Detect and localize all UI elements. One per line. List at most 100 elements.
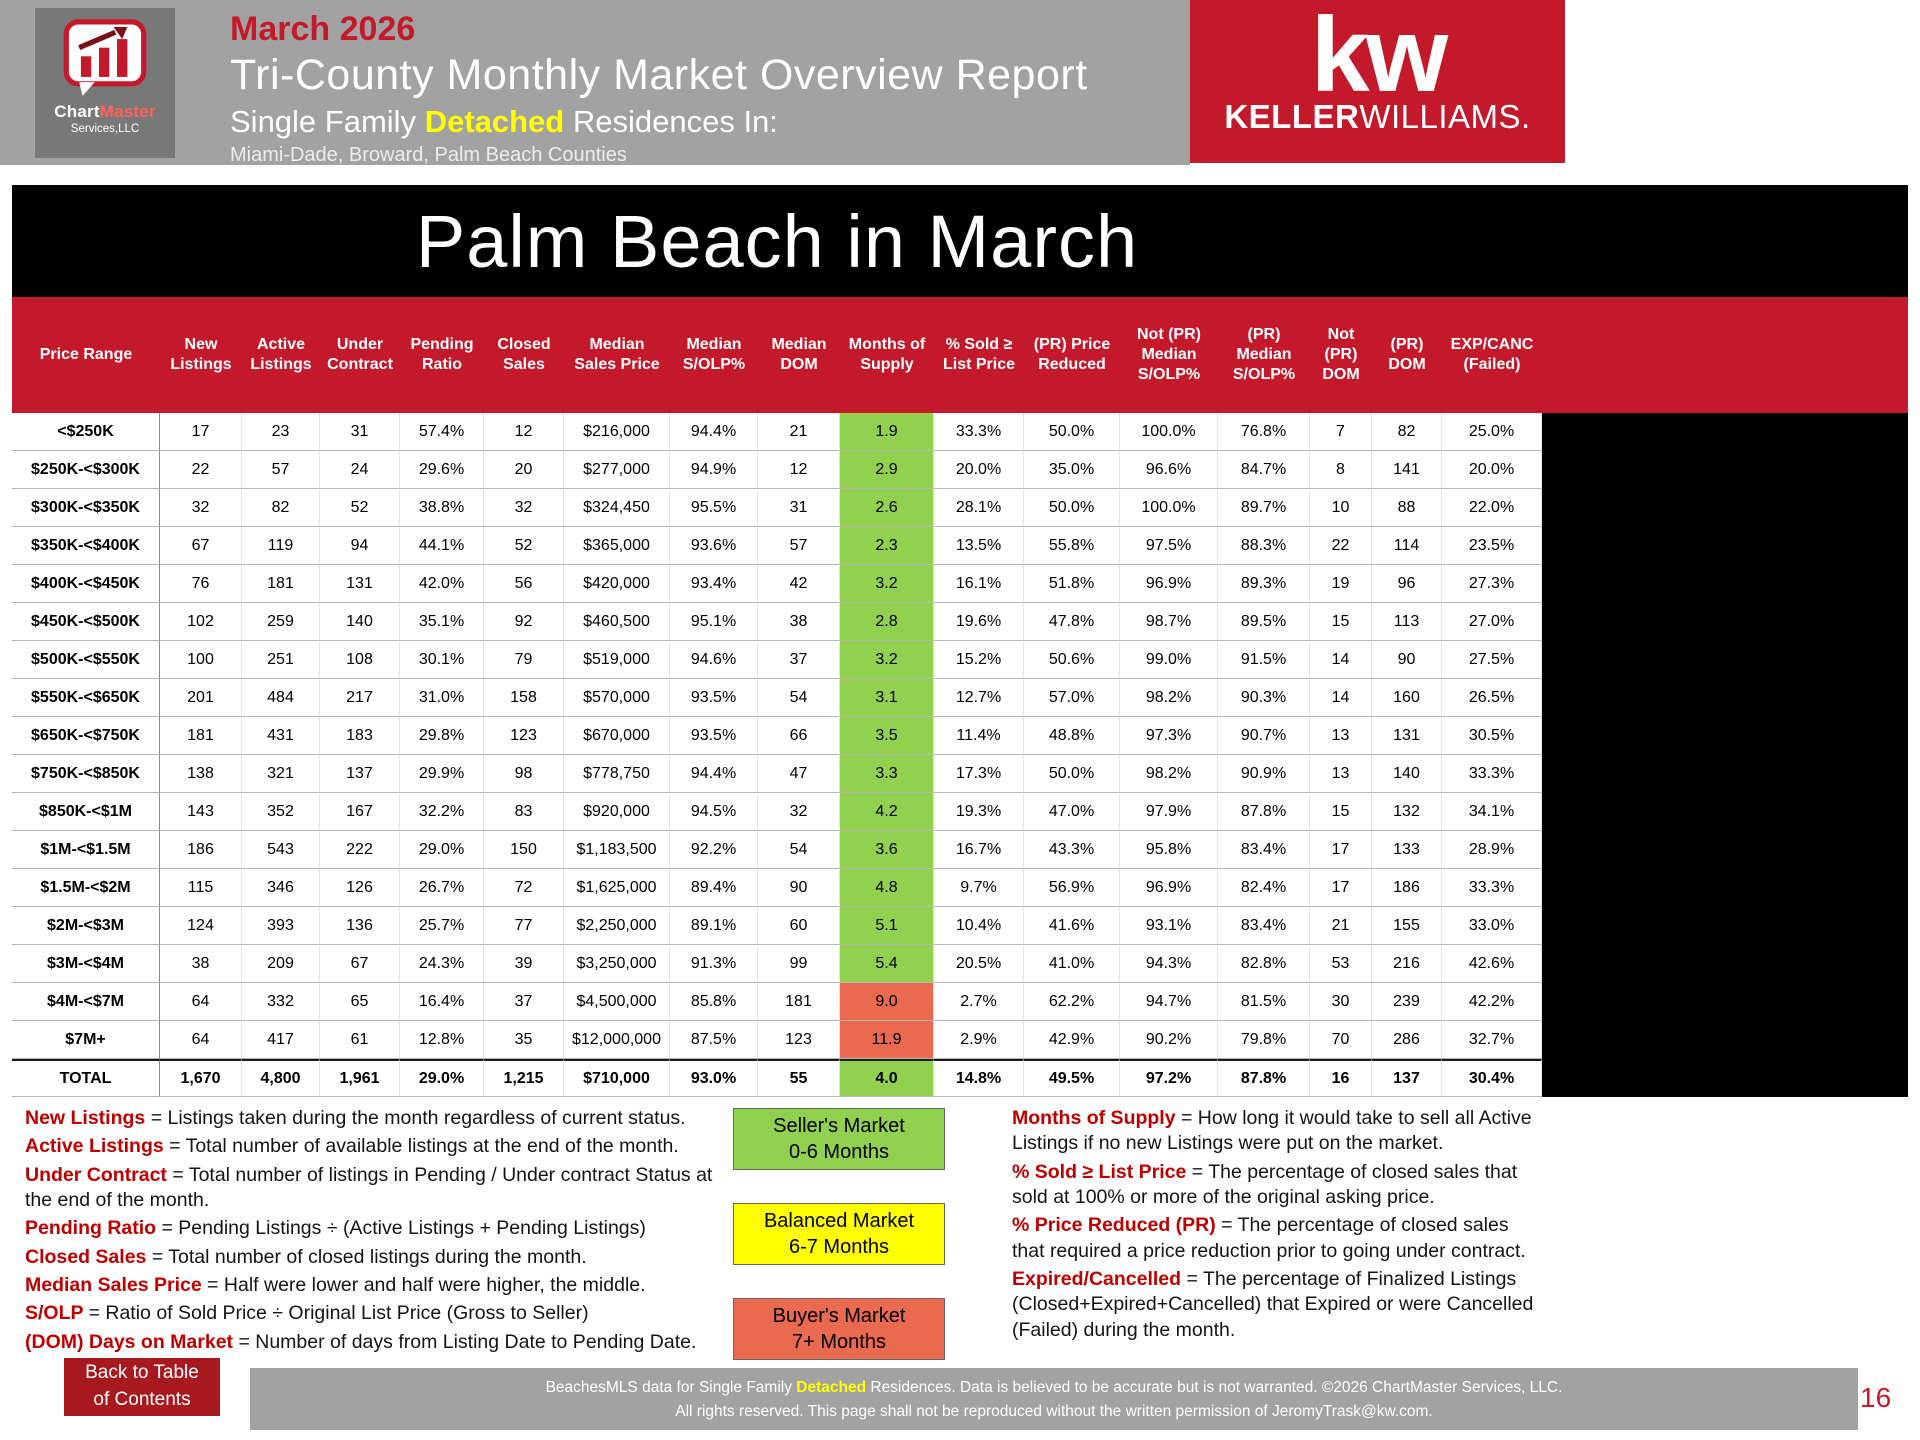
column-header: Price Range xyxy=(39,346,133,363)
data-cell: $778,750 xyxy=(564,755,670,793)
supply-cell: 5.1 xyxy=(840,907,934,945)
data-cell: 321 xyxy=(242,755,320,793)
data-cell: 82 xyxy=(242,489,320,527)
disclaimer-detached-highlight: Detached xyxy=(796,1379,867,1396)
data-cell: 17 xyxy=(1310,831,1372,869)
page-number: 16 xyxy=(1860,1382,1892,1413)
data-cell: 52 xyxy=(320,489,400,527)
data-cell: 93.5% xyxy=(670,717,758,755)
kw-word-bold: KELLER xyxy=(1224,98,1360,135)
data-cell: 38 xyxy=(758,603,840,641)
price-range-cell: $3M-<$4M xyxy=(12,945,160,983)
column-header: Median S/OLP% xyxy=(682,336,746,373)
definition-text: = Listings taken during the month regard… xyxy=(150,1107,686,1129)
report-month: March 2026 xyxy=(230,10,416,48)
data-cell: 38 xyxy=(160,945,242,983)
definition: S/OLP = Ratio of Sold Price ÷ Original L… xyxy=(25,1301,733,1326)
data-cell: 91.3% xyxy=(670,945,758,983)
data-cell: 24.3% xyxy=(400,945,484,983)
data-cell: 417 xyxy=(242,1021,320,1059)
data-cell: 98 xyxy=(484,755,564,793)
data-cell: 99 xyxy=(758,945,840,983)
data-cell: 41.6% xyxy=(1024,907,1120,945)
data-cell: 62.2% xyxy=(1024,983,1120,1021)
data-cell: $1,625,000 xyxy=(564,869,670,907)
data-cell: 50.0% xyxy=(1024,489,1120,527)
report-title: Tri-County Monthly Market Overview Repor… xyxy=(230,51,1088,99)
data-cell: 64 xyxy=(160,1021,242,1059)
data-cell: 140 xyxy=(1372,755,1442,793)
column-header: Not (PR) Median S/OLP% xyxy=(1137,326,1201,383)
definition: Active Listings = Total number of availa… xyxy=(25,1134,733,1159)
table-row: $1M-<$1.5M 186 543 222 29.0% 150 $1,183,500 92.… xyxy=(12,831,1542,869)
data-cell: 352 xyxy=(242,793,320,831)
data-cell: 259 xyxy=(242,603,320,641)
data-cell: 12 xyxy=(484,413,564,451)
data-cell: 94.9% xyxy=(670,451,758,489)
data-cell: 29.6% xyxy=(400,451,484,489)
supply-cell: 5.4 xyxy=(840,945,934,983)
data-cell: $420,000 xyxy=(564,565,670,603)
data-cell: 239 xyxy=(1372,983,1442,1021)
data-cell: 57 xyxy=(758,527,840,565)
data-cell: 286 xyxy=(1372,1021,1442,1059)
market-legend-boxes: Seller's Market 0-6 Months Balanced Mark… xyxy=(733,1108,945,1393)
supply-cell: 3.6 xyxy=(840,831,934,869)
data-cell: 70 xyxy=(1310,1021,1372,1059)
supply-cell: 3.1 xyxy=(840,679,934,717)
supply-cell: 4.2 xyxy=(840,793,934,831)
price-range-cell: $650K-<$750K xyxy=(12,717,160,755)
data-cell: 79 xyxy=(484,641,564,679)
data-cell: 77 xyxy=(484,907,564,945)
table-row: $450K-<$500K 102 259 140 35.1% 92 $460,500 95.1… xyxy=(12,603,1542,641)
data-cell: 1,215 xyxy=(484,1059,564,1097)
data-cell: 15 xyxy=(1310,793,1372,831)
slide-title: Palm Beach in March xyxy=(415,199,1139,283)
data-cell: 13 xyxy=(1310,717,1372,755)
header-band: ChartMaster Services,LLC March 2026 Tri-… xyxy=(0,0,1190,166)
data-cell: 49.5% xyxy=(1024,1059,1120,1097)
data-cell: 89.3% xyxy=(1218,565,1310,603)
data-cell: 33.3% xyxy=(934,413,1024,451)
definition-text: = The percentage of closed sales that so… xyxy=(1012,1160,1518,1209)
data-cell: 28.1% xyxy=(934,489,1024,527)
counties-line: Miami-Dade, Broward, Palm Beach Counties xyxy=(230,144,627,166)
legend-definitions-left: New Listings = Listings taken during the… xyxy=(25,1106,733,1358)
data-cell: 93.0% xyxy=(670,1059,758,1097)
data-cell: 29.0% xyxy=(400,831,484,869)
table-row: $850K-<$1M 143 352 167 32.2% 83 $920,000 94.5% 3… xyxy=(12,793,1542,831)
data-cell: 90.9% xyxy=(1218,755,1310,793)
kw-monogram: kw xyxy=(1310,0,1448,114)
price-range-cell: $400K-<$450K xyxy=(12,565,160,603)
data-cell: 14 xyxy=(1310,679,1372,717)
data-cell: 52 xyxy=(484,527,564,565)
data-cell: 108 xyxy=(320,641,400,679)
supply-cell: 3.5 xyxy=(840,717,934,755)
data-cell: 94.6% xyxy=(670,641,758,679)
data-cell: 158 xyxy=(484,679,564,717)
definition-term: New Listings xyxy=(25,1107,151,1129)
data-cell: 29.0% xyxy=(400,1059,484,1097)
data-cell: 2.7% xyxy=(934,983,1024,1021)
data-cell: 90.2% xyxy=(1120,1021,1218,1059)
data-cell: 93.1% xyxy=(1120,907,1218,945)
table-row: $2M-<$3M 124 393 136 25.7% 77 $2,250,000 89.1% 6… xyxy=(12,907,1542,945)
table-total-row: TOTAL 1,670 4,800 1,961 29.0% 1,215 $710,000 93… xyxy=(12,1059,1542,1097)
column-header: Active Listings xyxy=(250,336,312,373)
back-to-toc-button[interactable]: Back to Table of Contents xyxy=(64,1358,220,1416)
data-cell: 19 xyxy=(1310,565,1372,603)
table-row: $400K-<$450K 76 181 131 42.0% 56 $420,000 93.4%… xyxy=(12,565,1542,603)
data-cell: 91.5% xyxy=(1218,641,1310,679)
supply-cell: 1.9 xyxy=(840,413,934,451)
supply-cell: 2.3 xyxy=(840,527,934,565)
data-cell: 20.5% xyxy=(934,945,1024,983)
definition-text: = The percentage of Finalized Listings (… xyxy=(1012,1268,1534,1341)
data-cell: 543 xyxy=(242,831,320,869)
data-cell: 87.5% xyxy=(670,1021,758,1059)
table-row: $500K-<$550K 100 251 108 30.1% 79 $519,000 94.6… xyxy=(12,641,1542,679)
data-cell: 21 xyxy=(1310,907,1372,945)
data-cell: 33.3% xyxy=(1442,869,1542,907)
data-cell: 216 xyxy=(1372,945,1442,983)
data-cell: 23 xyxy=(242,413,320,451)
data-cell: 100.0% xyxy=(1120,489,1218,527)
